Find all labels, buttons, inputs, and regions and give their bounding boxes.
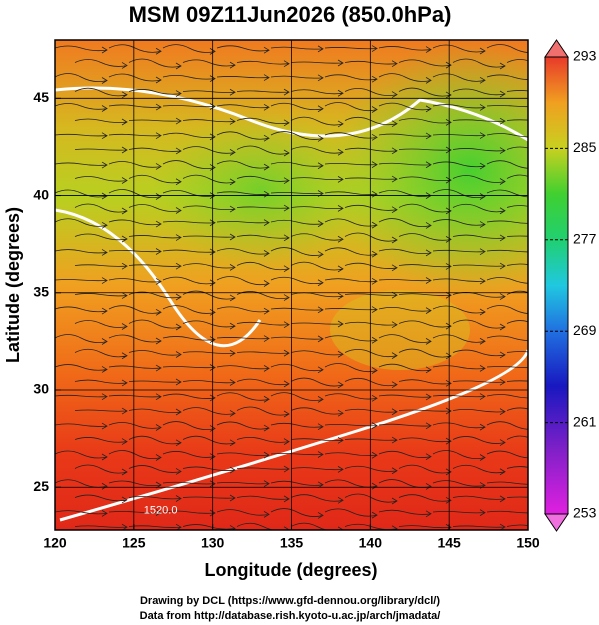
x-tick-label: 125 <box>122 535 146 551</box>
y-tick-label: 45 <box>33 89 49 105</box>
colorbar-tick-label: 269 <box>573 322 597 338</box>
x-tick-label: 150 <box>516 535 540 551</box>
x-axis-label: Longitude (degrees) <box>204 560 377 580</box>
colorbar-tick-label: 253 <box>573 505 597 521</box>
x-tick-label: 135 <box>280 535 304 551</box>
x-tick-label: 130 <box>201 535 225 551</box>
streamlines <box>55 44 528 530</box>
colorbar-tick-label: 293 <box>573 48 597 64</box>
y-axis-label: Latitude (degrees) <box>3 207 23 363</box>
colorbar-tick-label: 285 <box>573 139 597 155</box>
title: MSM 09Z11Jun2026 (850.0hPa) <box>129 2 452 27</box>
temperature-field <box>55 40 528 530</box>
y-tick-label: 35 <box>33 283 49 299</box>
y-tick-label: 25 <box>33 478 49 494</box>
x-tick-label: 145 <box>437 535 461 551</box>
contour-label: 1520.0 <box>144 504 178 516</box>
y-tick-label: 40 <box>33 186 49 202</box>
footer-line: Drawing by DCL (https://www.gfd-dennou.o… <box>140 595 440 607</box>
colorbar-extend-low <box>544 513 569 532</box>
colorbar-tick-label: 277 <box>573 231 597 247</box>
colorbar-extend-high <box>544 39 569 58</box>
colorbar <box>544 56 569 515</box>
y-tick-label: 30 <box>33 381 49 397</box>
x-tick-label: 140 <box>359 535 383 551</box>
colorbar-tick-label: 261 <box>573 413 597 429</box>
footer-line: Data from http://database.rish.kyoto-u.a… <box>140 610 441 622</box>
x-tick-label: 120 <box>43 535 67 551</box>
